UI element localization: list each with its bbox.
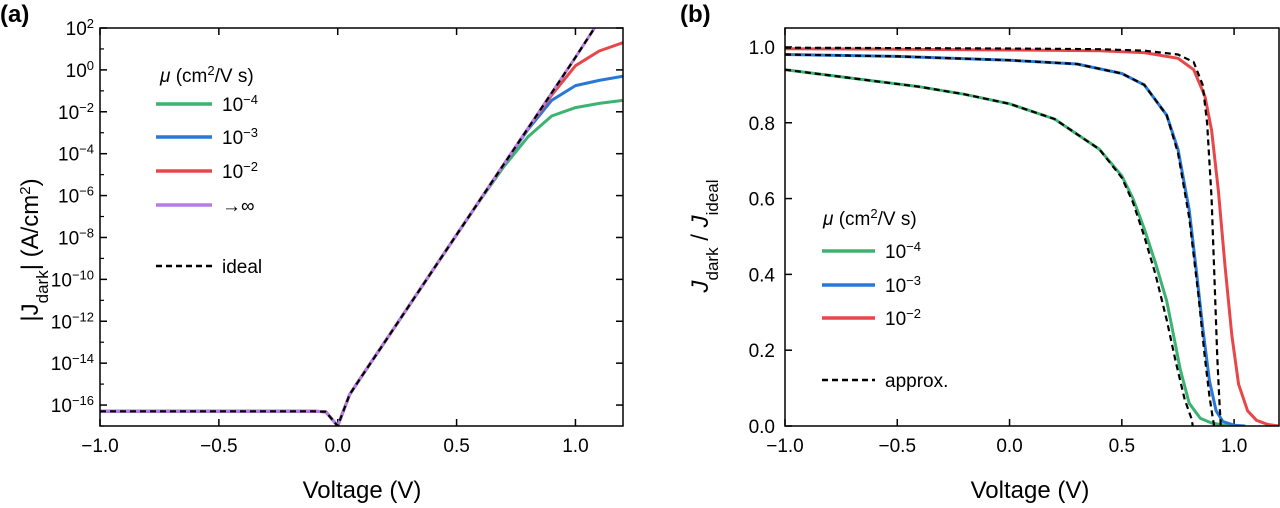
panel-b-series-line-2: [785, 47, 1279, 426]
panel-b-approx-line-0: [785, 68, 1194, 426]
panel-a-series-line-3: [100, 28, 596, 426]
panel-a-label: (a): [0, 1, 29, 28]
panel-a-x-tick-label: 0.5: [443, 436, 469, 457]
legend-label-ideal: ideal: [222, 257, 262, 278]
legend-label-b-mu-1e-4: 10−4: [885, 239, 921, 264]
panel-b-y-axis-title: Jdark / Jideal: [687, 179, 722, 293]
panel-a-y-tick-label: 102: [66, 16, 94, 41]
panel-a-y-tick-label: 10−2: [58, 99, 94, 124]
panel-b-y-tick-label: 0.0: [749, 417, 775, 438]
panel-b-series-line-0: [785, 68, 1235, 426]
panel-b-x-tick-label: 1.0: [1221, 436, 1247, 457]
panel-b-y-tick-label: 1.0: [749, 38, 775, 59]
panel-a-y-tick-label: 10−14: [51, 351, 94, 376]
panel-b-y-tick-label: 0.8: [749, 114, 775, 135]
panel-a-x-tick-label: 1.0: [562, 436, 588, 457]
panel-a-y-tick-label: 10−16: [51, 393, 94, 418]
panel-b-axis-ticks: −1.0 −0.5 0.0 0.5 1.0 0.0 0.2 0.4 0.6 0.8 1.0: [749, 28, 1247, 457]
legend-label-mu-1e-2: 10−2: [222, 159, 258, 184]
panel-a-legend-title: μ (cm2/V s): [159, 63, 254, 88]
panel-a-y-tick-label: 10−6: [58, 183, 94, 208]
legend-label-approx: approx.: [885, 371, 948, 392]
panel-b-approx-line-2: [785, 46, 1222, 426]
panel-a-curves: [100, 28, 623, 426]
panel-a-plot-frame: [99, 27, 624, 427]
panel-a-axis-ticks: −1.0 −0.5 0.0 0.5 1.0 102 100 10−2 10−4 10−6 10−8 1…: [51, 16, 623, 457]
panel-b-x-tick-label: 0.5: [1109, 436, 1135, 457]
panel-a-legend: μ (cm2/V s) 10−4 10−3 10−2 →∞ ideal: [156, 63, 262, 278]
panel-b-x-tick-label: 0.0: [996, 436, 1022, 457]
panel-b-label: (b): [680, 1, 711, 28]
panel-a-y-axis-title: |Jdark| (A/cm2): [17, 178, 52, 321]
panel-a-y-tick-label: 10−4: [58, 141, 94, 166]
panel-a-x-tick-label: 0.0: [325, 436, 351, 457]
legend-label-b-mu-1e-2: 10−2: [885, 306, 921, 331]
panel-b-x-tick-label: −1.0: [766, 436, 804, 457]
legend-label-mu-1e-3: 10−3: [222, 125, 258, 150]
panel-b-series-line-1: [785, 53, 1246, 426]
panel-a-log-dark-current: (a) |Jdark| (A/cm2) Voltage (V) −1.0 −0.5…: [0, 1, 624, 504]
panel-a-y-tick-label: 10−8: [58, 225, 94, 250]
panel-a-ideal-line-0: [100, 28, 596, 426]
panel-b-y-tick-label: 0.2: [749, 341, 775, 362]
panel-b-legend: μ (cm2/V s) 10−4 10−3 10−2 approx.: [822, 206, 948, 392]
panel-b-y-tick-label: 0.6: [749, 190, 775, 211]
panel-a-series-line-1: [100, 74, 623, 426]
panel-b-curves: [785, 46, 1279, 426]
legend-label-b-mu-1e-3: 10−3: [885, 273, 921, 298]
legend-label-mu-1e-4: 10−4: [222, 92, 258, 117]
panel-b-x-axis-title: Voltage (V): [971, 477, 1090, 504]
panel-a-x-tick-label: −0.5: [200, 436, 238, 457]
panel-a-y-tick-label: 10−10: [51, 267, 94, 292]
legend-label-mu-infinity: →∞: [222, 196, 255, 217]
panel-a-series-line-2: [100, 41, 623, 426]
panel-b-x-tick-label: −0.5: [879, 436, 917, 457]
panel-b-legend-title: μ (cm2/V s): [822, 206, 917, 231]
panel-b-normalized-dark-current: (b) Jdark / Jideal Voltage (V) −1.0 −0.5 0…: [680, 1, 1280, 504]
panel-a-y-tick-label: 10−12: [51, 309, 94, 334]
panel-b-approx-line-1: [785, 53, 1216, 426]
panel-a-x-axis-title: Voltage (V): [303, 477, 422, 504]
panel-b-plot-frame: [784, 27, 1280, 427]
panel-b-y-tick-label: 0.4: [749, 265, 776, 286]
panel-a-y-tick-label: 100: [66, 57, 94, 82]
panel-a-x-tick-label: −1.0: [81, 436, 119, 457]
